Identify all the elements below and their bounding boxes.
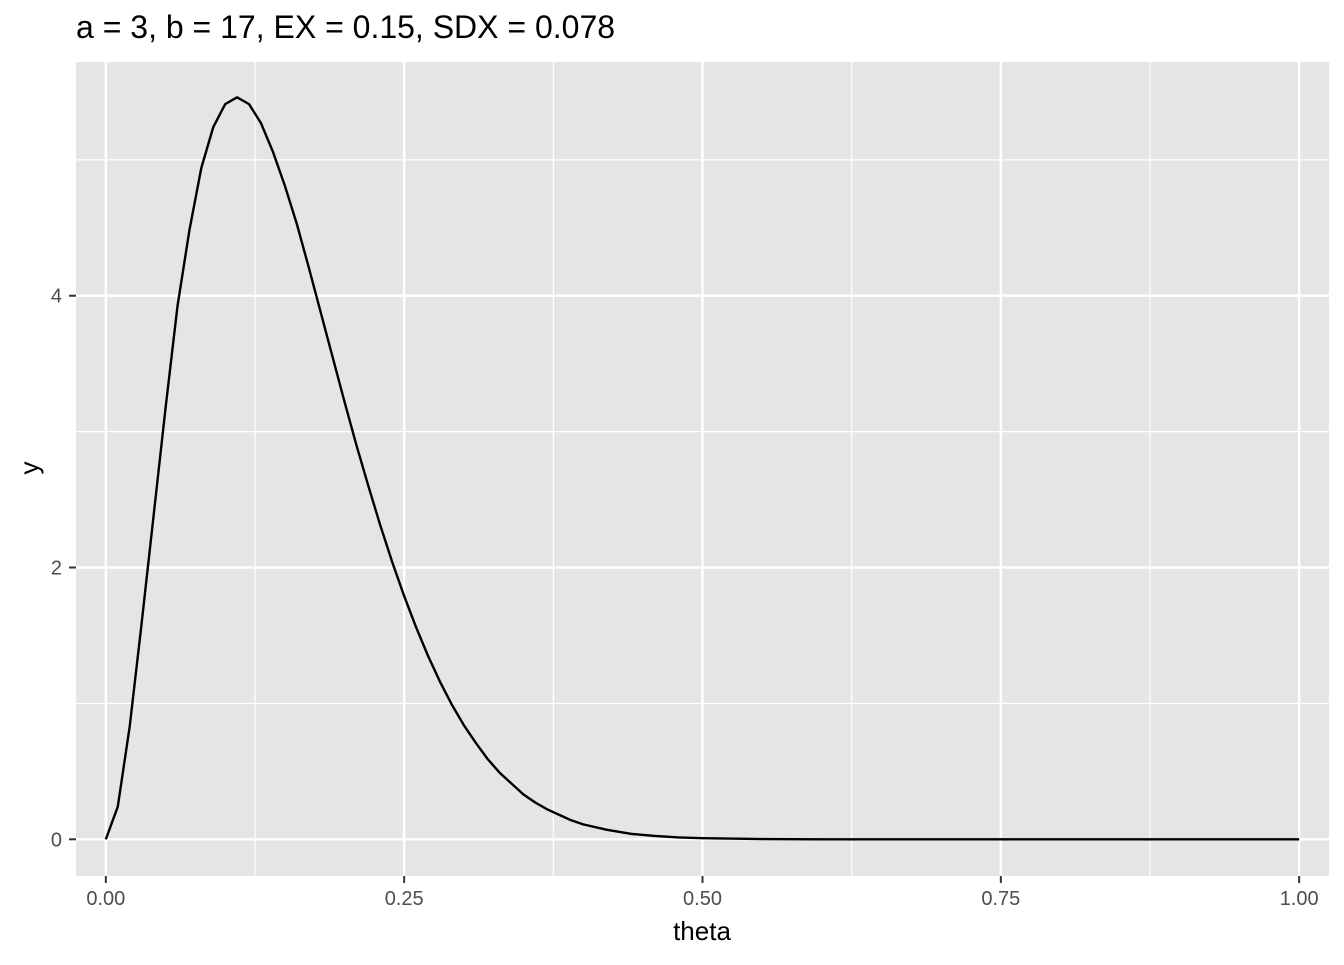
y-tick-label: 0 (51, 829, 62, 851)
series-layer (104, 96, 1300, 841)
chart-title: a = 3, b = 17, EX = 0.15, SDX = 0.078 (76, 9, 615, 45)
y-axis: 0 2 4 (51, 286, 76, 851)
x-tick-label: 0.00 (86, 888, 125, 910)
y-tick-label: 4 (51, 286, 62, 308)
x-axis: 0.00 0.25 0.50 0.75 1.00 (86, 876, 1319, 910)
y-axis-title: y (14, 462, 44, 475)
x-tick-label: 0.50 (683, 888, 722, 910)
x-tick-label: 1.00 (1280, 888, 1319, 910)
x-tick-label: 0.75 (981, 888, 1020, 910)
x-axis-title: theta (673, 916, 731, 946)
major-gridlines (76, 62, 1329, 876)
density-line (104, 96, 1300, 841)
y-tick-label: 2 (51, 558, 62, 580)
x-tick-label: 0.25 (385, 888, 424, 910)
